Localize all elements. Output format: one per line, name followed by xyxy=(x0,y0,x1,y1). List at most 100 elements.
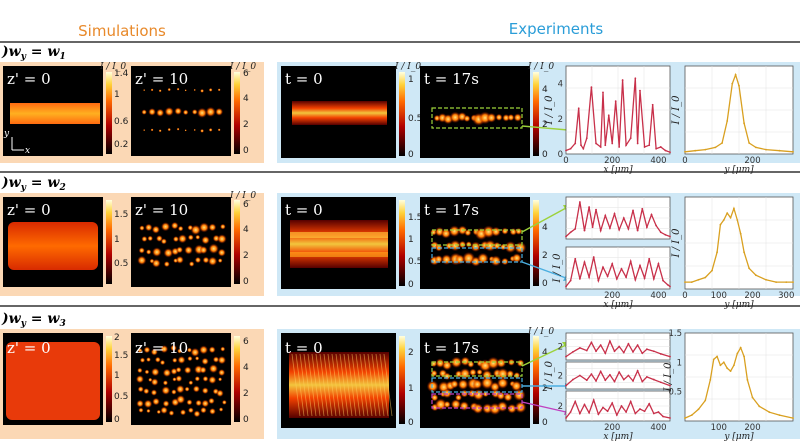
speckle xyxy=(463,114,471,123)
data-point xyxy=(629,260,632,263)
speckle xyxy=(440,228,452,239)
speckle xyxy=(184,386,190,392)
svg-text:2: 2 xyxy=(114,333,120,343)
speckle xyxy=(208,87,213,92)
profile-plot-5: 0 100 200 300 y [μm] I / I_0 xyxy=(671,196,794,310)
stripe xyxy=(295,353,305,417)
row3-exp-map-t17: t = 17s xyxy=(420,333,530,428)
data-point xyxy=(731,82,734,85)
data-point xyxy=(669,355,671,358)
row2-exp-map-t0: t = 0 xyxy=(281,197,396,289)
svg-text:1: 1 xyxy=(408,75,414,85)
svg-text:0: 0 xyxy=(542,150,548,160)
data-point xyxy=(648,257,651,260)
svg-text:4: 4 xyxy=(542,348,548,358)
data-point xyxy=(613,212,616,215)
data-point xyxy=(641,380,644,383)
y-axis-label: I / I_0 xyxy=(671,95,682,126)
svg-text:0: 0 xyxy=(243,415,249,425)
speckle xyxy=(208,397,215,405)
svg-text:2: 2 xyxy=(243,251,249,261)
speckle xyxy=(205,106,216,117)
speckle xyxy=(470,241,481,252)
svg-text:6: 6 xyxy=(243,337,249,347)
data-point xyxy=(639,264,641,267)
speckle xyxy=(459,401,470,411)
speckle xyxy=(217,88,221,92)
speckle xyxy=(156,409,161,415)
speckle xyxy=(154,356,161,363)
x-axis-label: x [μm] xyxy=(603,432,633,442)
speckle xyxy=(186,399,193,406)
data-point xyxy=(659,231,662,234)
speckle xyxy=(144,369,150,375)
x-tick-label: 100 xyxy=(711,291,727,301)
data-point xyxy=(709,379,712,381)
speckle xyxy=(464,229,472,237)
svg-text:t = 0: t = 0 xyxy=(285,339,323,357)
speckle xyxy=(199,366,207,374)
data-point xyxy=(719,364,722,367)
speckle xyxy=(137,367,143,374)
data-point xyxy=(751,396,754,399)
speckle xyxy=(218,369,226,377)
speckle xyxy=(172,357,178,363)
speckle xyxy=(135,375,144,384)
stripe xyxy=(323,353,333,417)
speckle xyxy=(490,255,502,267)
y-tick-label: 2 xyxy=(558,402,563,412)
data-point xyxy=(765,278,767,281)
svg-text:1: 1 xyxy=(408,235,414,245)
x-axis-label: x [μm] xyxy=(603,300,633,310)
speckle xyxy=(141,109,147,115)
speckle xyxy=(193,410,201,418)
speckle xyxy=(159,359,166,366)
speckle xyxy=(476,368,483,376)
data-point xyxy=(615,414,618,416)
speckle xyxy=(182,109,189,116)
y-axis-label: I / I_0 xyxy=(671,228,682,259)
speckle xyxy=(161,386,171,395)
speckle xyxy=(150,389,158,396)
data-point xyxy=(611,142,614,145)
speckle xyxy=(170,221,179,230)
data-point xyxy=(690,414,693,417)
svg-text:2: 2 xyxy=(243,120,249,130)
data-point xyxy=(611,262,614,265)
data-point xyxy=(599,344,602,347)
data-point xyxy=(726,212,729,215)
speckle xyxy=(212,356,220,363)
data-point xyxy=(733,207,735,210)
speckle xyxy=(184,129,187,132)
speckle xyxy=(201,387,209,395)
svg-text:6: 6 xyxy=(243,200,249,210)
data-point xyxy=(729,216,732,219)
row2-sim-colorbar-z0: 1.5 1 0.5 xyxy=(106,200,128,284)
data-point xyxy=(716,251,718,254)
svg-text:1.4: 1.4 xyxy=(114,69,129,79)
speckle xyxy=(174,107,182,115)
speckle xyxy=(486,356,500,370)
x-axis-label: y [μm] xyxy=(723,165,754,175)
data-point xyxy=(597,413,600,416)
data-point xyxy=(704,276,707,279)
speckle xyxy=(511,253,522,263)
data-point xyxy=(636,142,639,145)
speckle xyxy=(201,235,210,245)
data-point xyxy=(565,235,567,238)
x-axis-label: y [μm] xyxy=(723,432,754,442)
row2-exp-map-t17: t = 17s xyxy=(420,197,530,289)
data-point xyxy=(697,278,700,281)
speckle xyxy=(506,369,515,378)
y-tick-label: 0 xyxy=(558,150,563,160)
data-point xyxy=(578,412,581,415)
speckle xyxy=(167,127,171,132)
speckle xyxy=(188,261,195,267)
stripe xyxy=(379,353,389,417)
data-point xyxy=(634,77,637,80)
svg-text:I / I_0: I / I_0 xyxy=(527,62,554,72)
y-tick-label: 1 xyxy=(677,358,682,368)
data-point xyxy=(726,120,729,122)
data-point xyxy=(669,151,671,154)
svg-text:0: 0 xyxy=(243,277,249,287)
